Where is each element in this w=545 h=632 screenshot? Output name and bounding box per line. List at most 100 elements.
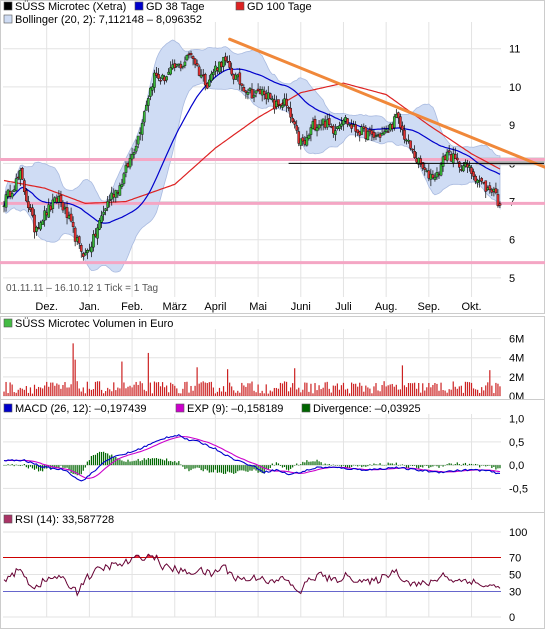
volume-bar bbox=[166, 386, 167, 396]
divergence-bar bbox=[290, 465, 291, 469]
divergence-bar bbox=[201, 465, 202, 470]
volume-bar bbox=[64, 382, 65, 396]
candle-body bbox=[84, 253, 86, 255]
candle-body bbox=[346, 119, 348, 124]
volume-bar bbox=[359, 383, 360, 396]
divergence-bar bbox=[312, 461, 313, 465]
month-label: Okt. bbox=[461, 301, 481, 313]
divergence-bar bbox=[404, 465, 405, 466]
divergence-bar bbox=[306, 460, 307, 465]
divergence-bar bbox=[422, 465, 423, 467]
candle-body bbox=[231, 68, 233, 74]
volume-bar bbox=[278, 389, 279, 396]
volume-bar bbox=[75, 360, 76, 396]
candle-body bbox=[115, 190, 117, 197]
volume-bar bbox=[215, 393, 216, 396]
volume-bar bbox=[447, 393, 448, 396]
divergence-bar bbox=[426, 465, 427, 466]
candle-body bbox=[133, 152, 135, 154]
volume-bar bbox=[255, 392, 256, 396]
month-label: Jan. bbox=[79, 301, 100, 313]
divergence-bar bbox=[436, 465, 437, 466]
volume-bar bbox=[249, 383, 250, 396]
candle-body bbox=[21, 168, 23, 179]
divergence-bar bbox=[129, 462, 130, 466]
divergence-bar bbox=[239, 465, 240, 470]
volume-bar bbox=[422, 383, 423, 396]
volume-bar bbox=[438, 391, 439, 396]
volume-bar bbox=[229, 383, 230, 396]
divergence-bar bbox=[170, 461, 171, 465]
candle-body bbox=[129, 158, 131, 167]
volume-bar bbox=[251, 382, 252, 396]
volume-bar bbox=[485, 385, 486, 396]
price-legend-swatch bbox=[4, 2, 12, 10]
divergence-bar bbox=[7, 464, 8, 465]
candle-body bbox=[414, 151, 416, 157]
divergence-bar bbox=[247, 465, 248, 472]
candle-body bbox=[434, 177, 436, 179]
divergence-bar bbox=[442, 465, 443, 466]
volume-bar bbox=[304, 383, 305, 396]
divergence-bar bbox=[323, 465, 324, 466]
volume-bar bbox=[68, 387, 69, 396]
volume-bar bbox=[430, 387, 431, 396]
divergence-bar bbox=[186, 465, 187, 468]
volume-bar bbox=[172, 384, 173, 396]
divergence-bar bbox=[432, 465, 433, 466]
divergence-bar bbox=[156, 458, 157, 465]
volume-bar bbox=[449, 389, 450, 396]
volume-bar bbox=[241, 383, 242, 396]
volume-bar bbox=[469, 382, 470, 396]
divergence-bar bbox=[377, 465, 378, 466]
divergence-bar bbox=[66, 465, 67, 468]
divergence-bar bbox=[428, 465, 429, 468]
volume-bar bbox=[36, 389, 37, 396]
divergence-bar bbox=[469, 464, 470, 465]
volume-bar bbox=[353, 384, 354, 396]
candle-body bbox=[334, 131, 336, 135]
candle-body bbox=[105, 209, 107, 211]
month-label: April bbox=[204, 301, 226, 313]
divergence-bar bbox=[97, 453, 98, 465]
rsi-axis-tick-label: 30 bbox=[509, 587, 521, 599]
volume-bar bbox=[107, 388, 108, 396]
volume-axis-tick-label: 0M bbox=[509, 391, 524, 403]
divergence-bar bbox=[475, 464, 476, 465]
date-range-label: 01.11.11 – 16.10.12 1 Tick = 1 Tag bbox=[6, 283, 158, 294]
volume-bar bbox=[42, 388, 43, 396]
volume-bar bbox=[483, 390, 484, 396]
candle-body bbox=[499, 204, 501, 206]
volume-bar bbox=[310, 384, 311, 396]
volume-bar bbox=[50, 383, 51, 396]
divergence-bar bbox=[166, 458, 167, 465]
volume-bar bbox=[105, 391, 106, 396]
divergence-bar bbox=[331, 465, 332, 466]
volume-bar bbox=[461, 386, 462, 396]
volume-bar bbox=[46, 382, 47, 396]
month-label: Sep. bbox=[418, 301, 441, 313]
divergence-bar bbox=[491, 465, 492, 468]
volume-bar bbox=[398, 390, 399, 396]
divergence-bar bbox=[219, 465, 220, 472]
divergence-bar bbox=[142, 460, 143, 465]
candle-body bbox=[90, 247, 92, 252]
volume-bar bbox=[333, 386, 334, 396]
divergence-bar bbox=[18, 465, 19, 466]
volume-bar bbox=[188, 393, 189, 396]
divergence-bar bbox=[497, 465, 498, 468]
volume-bar bbox=[459, 386, 460, 396]
volume-bar bbox=[152, 393, 153, 396]
volume-bar bbox=[379, 391, 380, 396]
bollinger-legend-label: Bollinger (20, 2): 7,112148 – 8,096352 bbox=[15, 14, 202, 26]
volume-bar bbox=[231, 386, 232, 396]
divergence-bar bbox=[363, 465, 364, 466]
candle-body bbox=[448, 151, 450, 152]
divergence-bar bbox=[215, 465, 216, 470]
divergence-bar bbox=[327, 465, 328, 466]
macd-legend-swatch bbox=[4, 404, 12, 412]
divergence-bar bbox=[99, 452, 100, 465]
divergence-bar bbox=[203, 465, 204, 471]
divergence-bar bbox=[463, 464, 464, 465]
